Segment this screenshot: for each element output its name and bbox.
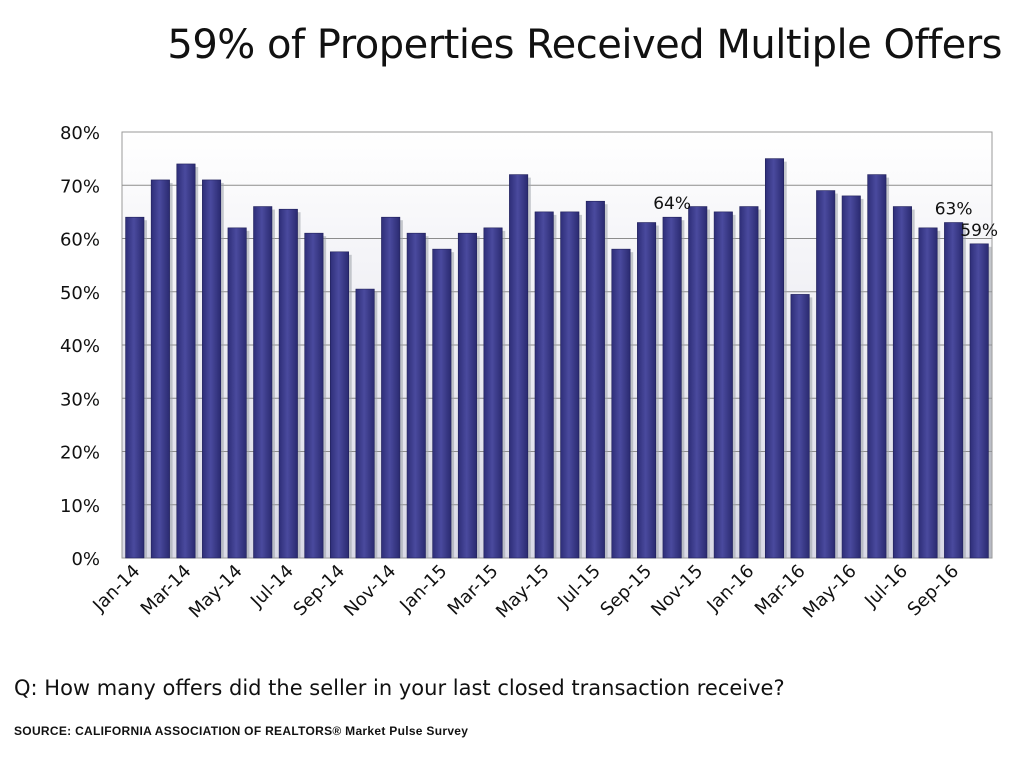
x-tick-label: Jan-15	[395, 561, 451, 617]
bar	[176, 163, 196, 559]
bar	[611, 248, 631, 559]
x-tick-label: Nov-14	[340, 561, 400, 621]
y-axis: 0% 10% 20% 30% 40% 50% 60% 70% 80%	[60, 123, 100, 570]
bar	[560, 211, 580, 559]
survey-question: Q: How many offers did the seller in you…	[14, 676, 785, 700]
bar	[150, 179, 170, 559]
bar	[790, 294, 810, 559]
x-tick-label: May-15	[492, 561, 554, 623]
x-tick-label: Nov-15	[647, 561, 707, 621]
y-tick-label: 30%	[60, 389, 100, 410]
bar	[764, 158, 785, 559]
y-tick-label: 20%	[60, 443, 100, 464]
y-tick-label: 60%	[60, 230, 100, 251]
x-tick-label: Mar-14	[137, 561, 196, 620]
chart-title: 59% of Properties Received Multiple Offe…	[167, 22, 1002, 68]
y-tick-label: 10%	[60, 496, 100, 517]
bar	[227, 227, 247, 559]
x-tick-label: May-16	[799, 561, 861, 623]
data-label: 64%	[653, 194, 691, 214]
bar	[253, 206, 273, 559]
bar	[457, 232, 477, 559]
bar	[637, 222, 657, 559]
data-label: 59%	[960, 221, 998, 241]
bar	[816, 190, 836, 559]
bar	[381, 216, 401, 559]
bar	[969, 243, 989, 559]
y-tick-label: 0%	[71, 549, 100, 570]
bar	[944, 222, 964, 559]
bar	[125, 216, 145, 559]
bar	[867, 174, 887, 559]
x-tick-label: Mar-16	[751, 561, 810, 620]
bar-chart: 0% 10% 20% 30% 40% 50% 60% 70% 80% Jan-14Mar-14M…	[60, 123, 998, 623]
x-tick-label: Jan-16	[702, 561, 758, 617]
bars	[125, 158, 992, 559]
x-tick-label: Sep-16	[904, 561, 964, 621]
bar	[662, 216, 682, 559]
x-tick-label: Mar-15	[444, 561, 503, 620]
bar	[509, 174, 529, 559]
x-tick-label: May-14	[185, 561, 247, 623]
bar	[278, 208, 298, 559]
y-tick-label: 40%	[60, 336, 100, 357]
x-tick-label: Sep-15	[596, 561, 656, 621]
bar	[483, 227, 503, 559]
bar	[329, 251, 350, 559]
bar	[406, 232, 426, 559]
x-tick-label: Sep-14	[289, 561, 349, 621]
bar	[585, 200, 605, 559]
bar	[841, 195, 861, 559]
bar	[202, 179, 222, 559]
bar	[739, 206, 759, 559]
bar	[355, 288, 375, 559]
y-tick-label: 80%	[60, 123, 100, 144]
bar	[304, 232, 324, 559]
y-tick-label: 50%	[60, 283, 100, 304]
bar	[713, 211, 733, 559]
source-note: SOURCE: CALIFORNIA ASSOCIATION OF REALTO…	[14, 724, 469, 738]
bar	[534, 211, 554, 559]
bar	[918, 227, 938, 559]
data-label: 63%	[935, 200, 973, 220]
bar	[688, 206, 708, 559]
data-labels: 64% 63%59%	[653, 194, 998, 241]
bar	[892, 206, 912, 559]
bar	[432, 248, 452, 559]
y-tick-label: 70%	[60, 176, 100, 197]
